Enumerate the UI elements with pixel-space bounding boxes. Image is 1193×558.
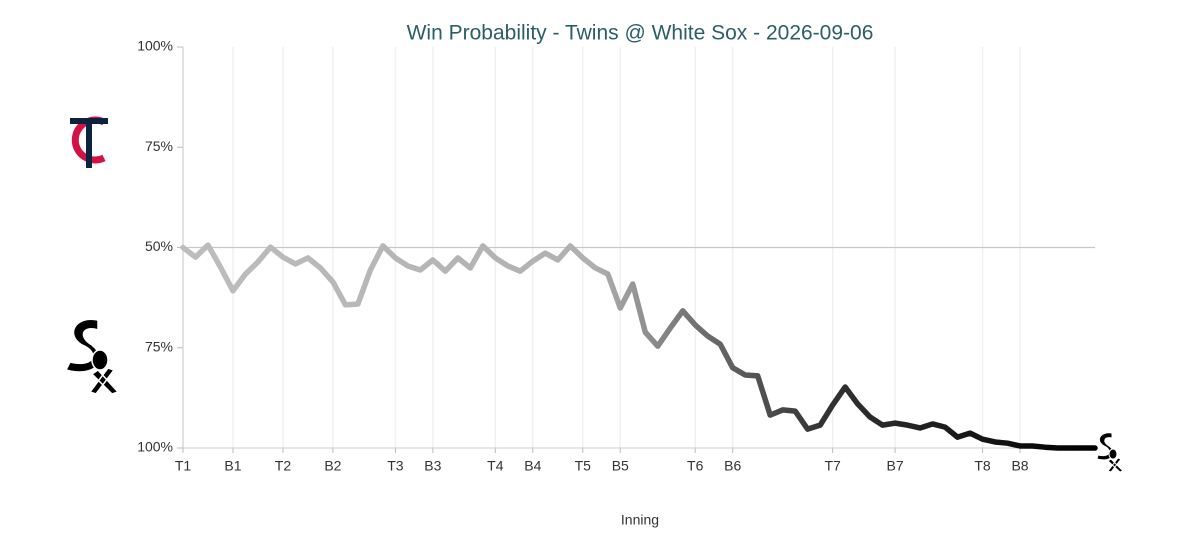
x-tick-label: T7 [824, 458, 841, 474]
win-probability-line [180, 242, 1098, 451]
x-tick-label: B7 [887, 458, 904, 474]
x-tick-label: B6 [724, 458, 741, 474]
x-tick-label: B8 [1011, 458, 1028, 474]
twins-logo [70, 116, 108, 168]
x-tick-label: T1 [175, 458, 192, 474]
x-tick-label: B2 [324, 458, 341, 474]
x-axis-label: Inning [621, 512, 659, 528]
y-tick-label: 100% [137, 439, 173, 455]
y-tick-label: 100% [137, 38, 173, 54]
y-tick-label: 75% [145, 138, 173, 154]
y-tick-label: 50% [145, 238, 173, 254]
x-tick-label: T2 [275, 458, 292, 474]
white-sox-logo [64, 318, 120, 395]
x-tick-label: T5 [575, 458, 592, 474]
chart-title: Win Probability - Twins @ White Sox - 20… [407, 22, 874, 45]
x-tick-label: B3 [424, 458, 441, 474]
x-tick-label: B5 [612, 458, 629, 474]
x-tick-label: B4 [524, 458, 541, 474]
x-tick-label: B1 [224, 458, 241, 474]
x-tick-label: T6 [687, 458, 704, 474]
white-sox-logo-end [1096, 432, 1124, 473]
x-tick-label: T4 [487, 458, 504, 474]
y-tick-label: 75% [145, 338, 173, 354]
x-tick-label: T3 [387, 458, 404, 474]
x-tick-label: T8 [974, 458, 991, 474]
